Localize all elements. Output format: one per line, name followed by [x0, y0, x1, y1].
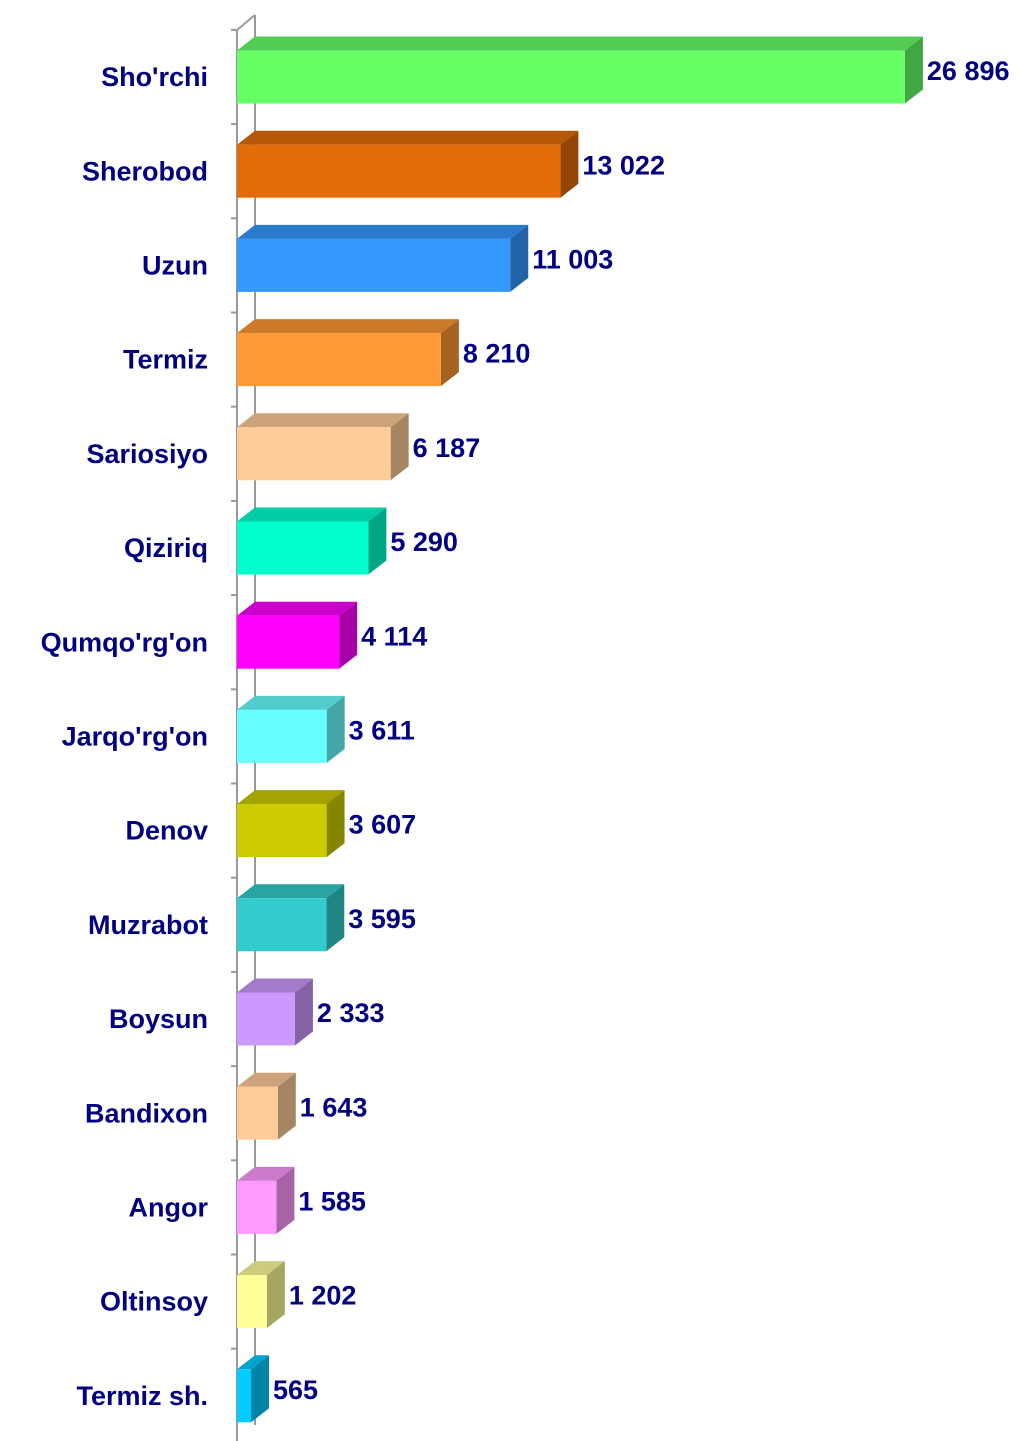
category-label: Jarqo'rg'on [62, 722, 208, 752]
value-label: 3 611 [349, 716, 415, 746]
category-label: Oltinsoy [100, 1287, 208, 1317]
value-label: 3 607 [349, 810, 417, 840]
bar-side [440, 319, 459, 387]
bar [237, 790, 345, 858]
bar [237, 978, 313, 1046]
category-label: Uzun [142, 251, 208, 281]
category-label: Sariosiyo [86, 439, 208, 469]
bar-front [237, 238, 511, 292]
value-label: 2 333 [317, 998, 385, 1028]
bar [237, 224, 529, 292]
bar [237, 1261, 285, 1329]
bar-side [326, 790, 345, 858]
bar-side [294, 978, 313, 1046]
bar-front [237, 898, 327, 952]
bar-side [560, 130, 579, 198]
bar-top [237, 224, 529, 239]
category-label: Sherobod [82, 156, 208, 186]
category-label: Termiz [123, 345, 208, 375]
category-label: Bandixon [85, 1098, 208, 1128]
bar-side [266, 1261, 285, 1329]
bar-front [237, 1369, 252, 1423]
category-label: Muzrabot [88, 910, 208, 940]
category-label: Angor [129, 1193, 209, 1223]
value-label: 8 210 [463, 339, 531, 369]
bar [237, 884, 345, 952]
bar [237, 36, 923, 104]
category-label: Qumqo'rg'on [41, 627, 208, 657]
bar-top [237, 695, 345, 710]
bar-top [237, 507, 387, 522]
bar-side [276, 1166, 295, 1234]
bar-front [237, 1180, 277, 1234]
bar-top [237, 1072, 296, 1087]
category-label: Termiz sh. [76, 1381, 208, 1411]
bar-front [237, 521, 369, 575]
bar-front [237, 615, 340, 669]
value-label: 565 [273, 1375, 318, 1405]
category-label: Denov [125, 816, 208, 846]
value-label: 13 022 [582, 150, 665, 180]
value-label: 1 643 [300, 1092, 368, 1122]
bar-top [237, 1355, 270, 1370]
bar-top [237, 130, 579, 145]
bar-top [237, 601, 358, 616]
value-label: 6 187 [413, 433, 481, 463]
bar-front [237, 804, 327, 858]
value-label: 26 896 [927, 56, 1010, 86]
bar-top [237, 1166, 295, 1181]
bar-top [237, 884, 345, 899]
value-label: 3 595 [348, 904, 416, 934]
bar [237, 1355, 270, 1423]
category-label: Qiziriq [124, 533, 208, 563]
bar-top [237, 36, 923, 51]
bar-front [237, 144, 561, 198]
bar [237, 1166, 295, 1234]
value-label: 1 585 [298, 1187, 366, 1217]
bar-side [904, 36, 923, 104]
bar-side [326, 884, 345, 952]
bar-side [368, 507, 387, 575]
bar-front [237, 427, 391, 481]
bar [237, 601, 358, 669]
bar [237, 413, 409, 481]
bar-side [510, 224, 529, 292]
bar-top [237, 978, 313, 993]
bar-front [237, 1086, 278, 1140]
bar-front [237, 1275, 267, 1329]
bar-front [237, 333, 441, 387]
bar-top [237, 1261, 285, 1276]
bar-front [237, 50, 905, 104]
bar-side [326, 695, 345, 763]
bar-top [237, 790, 345, 805]
bar-side [251, 1355, 270, 1423]
bar [237, 319, 459, 387]
bar-side [277, 1072, 296, 1140]
bar-front [237, 709, 327, 763]
bar-top [237, 319, 459, 334]
value-label: 5 290 [390, 527, 458, 557]
value-label: 11 003 [532, 245, 613, 275]
bar [237, 1072, 296, 1140]
bar-side [390, 413, 409, 481]
value-label: 4 114 [361, 621, 427, 651]
bar [237, 130, 579, 198]
bar [237, 507, 387, 575]
bar-side [339, 601, 358, 669]
bar-top [237, 413, 409, 428]
category-label: Boysun [109, 1004, 208, 1034]
value-label: 1 202 [289, 1281, 357, 1311]
bar [237, 695, 345, 763]
bar-front [237, 992, 295, 1046]
category-label: Sho'rchi [101, 62, 208, 92]
